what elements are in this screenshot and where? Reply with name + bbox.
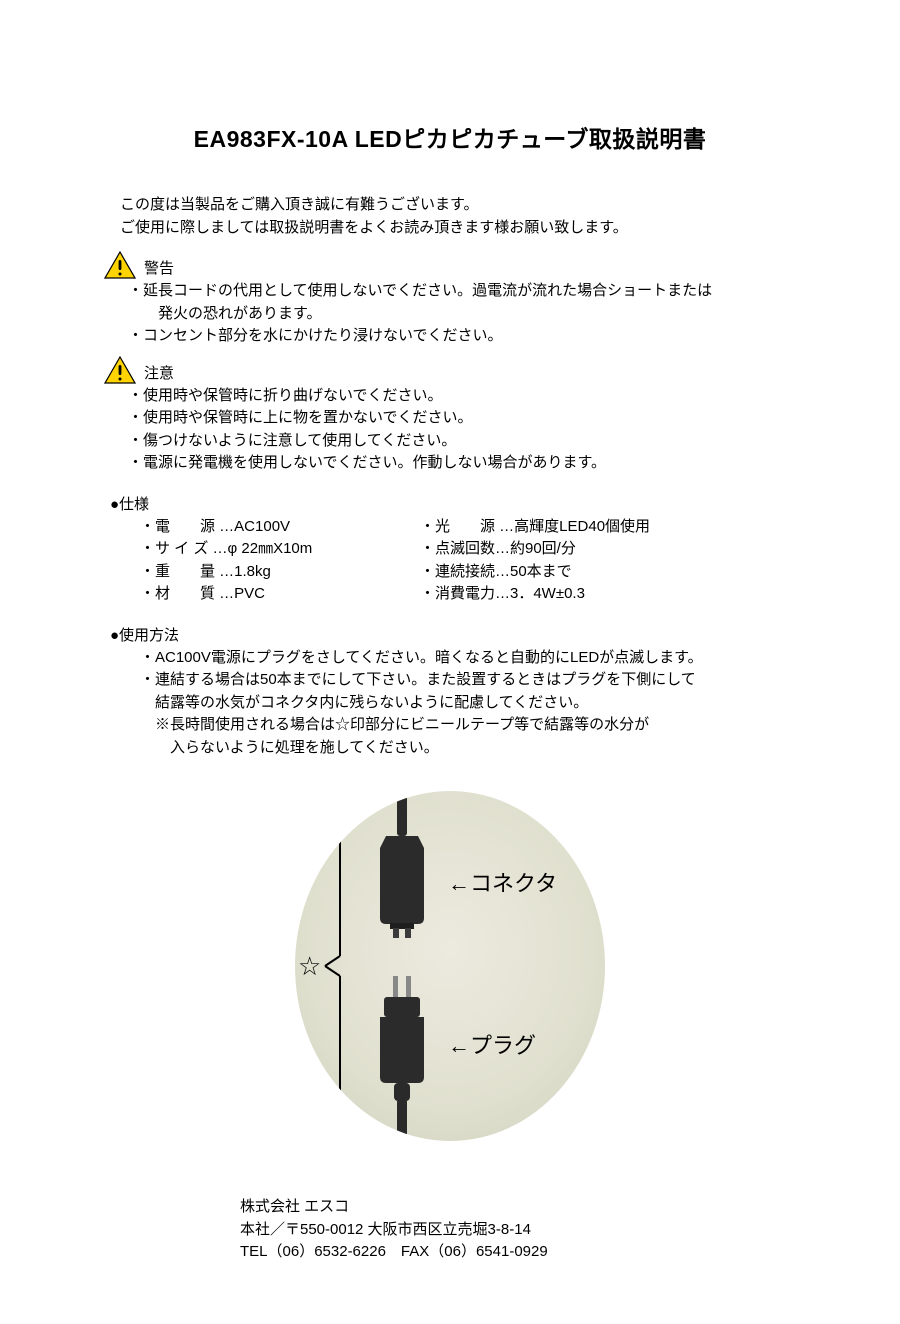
- company-name: 株式会社 エスコ: [240, 1196, 790, 1219]
- spec-row: ・サ イ ズ …φ 22㎜X10m ・点滅回数…約90回/分: [140, 538, 790, 561]
- caution-item: ・使用時や保管時に折り曲げないでください。: [128, 385, 790, 408]
- intro-line: この度は当製品をご購入頂き誠に有難うございます。: [120, 194, 790, 217]
- warning-list: ・延長コードの代用として使用しないでください。過電流が流れた場合ショートまたは …: [128, 280, 790, 348]
- company-contact: TEL（06）6532-6226 FAX（06）6541-0929: [240, 1241, 790, 1264]
- caution-item: ・使用時や保管時に上に物を置かないでください。: [128, 407, 790, 430]
- caution-list: ・使用時や保管時に折り曲げないでください。 ・使用時や保管時に上に物を置かないで…: [128, 385, 790, 475]
- warning-item: ・コンセント部分を水にかけたり浸けないでください。: [128, 325, 790, 348]
- connector-figure: ☆ ←コネクタ ←プラグ: [280, 781, 620, 1156]
- warning-block: 警告 ・延長コードの代用として使用しないでください。過電流が流れた場合ショートま…: [110, 257, 790, 348]
- warning-heading: 警告: [144, 257, 790, 278]
- spec-row: ・重 量 …1.8kg ・連続接続…50本まで: [140, 561, 790, 584]
- plug-label: ←プラグ: [448, 1033, 536, 1058]
- document-title: EA983FX-10A LEDピカピカチューブ取扱説明書: [110, 120, 790, 154]
- usage-body: ・AC100V電源にプラグをさしてください。暗くなると自動的にLEDが点滅します…: [140, 647, 790, 760]
- spec-left: ・サ イ ズ …φ 22㎜X10m: [140, 538, 420, 561]
- caution-item: ・電源に発電機を使用しないでください。作動しない場合があります。: [128, 452, 790, 475]
- spec-right: ・光 源 …高輝度LED40個使用: [420, 516, 650, 539]
- usage-line: 結露等の水気がコネクタ内に残らないように配慮してください。: [140, 692, 790, 715]
- footer: 株式会社 エスコ 本社／〒550-0012 大阪市西区立売堀3-8-14 TEL…: [240, 1196, 790, 1264]
- spec-heading: ●仕様: [110, 493, 790, 514]
- usage-line: ・AC100V電源にプラグをさしてください。暗くなると自動的にLEDが点滅します…: [140, 647, 790, 670]
- company-address: 本社／〒550-0012 大阪市西区立売堀3-8-14: [240, 1219, 790, 1242]
- usage-line: 入らないように処理を施してください。: [140, 737, 790, 760]
- star-label: ☆: [298, 951, 321, 981]
- usage-heading: ●使用方法: [110, 624, 790, 645]
- warning-item: 発火の恐れがあります。: [128, 303, 790, 326]
- intro-line: ご使用に際しましては取扱説明書をよくお読み頂きます様お願い致します。: [120, 217, 790, 240]
- intro-text: この度は当製品をご購入頂き誠に有難うございます。 ご使用に際しましては取扱説明書…: [110, 194, 790, 239]
- spec-right: ・消費電力…3．4W±0.3: [420, 583, 585, 606]
- warning-item: ・延長コードの代用として使用しないでください。過電流が流れた場合ショートまたは: [128, 280, 790, 303]
- spec-right: ・連続接続…50本まで: [420, 561, 572, 584]
- caution-heading: 注意: [144, 362, 790, 383]
- usage-line: ※長時間使用される場合は☆印部分にビニールテープ等で結露等の水分が: [140, 714, 790, 737]
- usage-line: ・連結する場合は50本までにして下さい。また設置するときはプラグを下側にして: [140, 669, 790, 692]
- page: EA983FX-10A LEDピカピカチューブ取扱説明書 この度は当製品をご購入…: [0, 0, 900, 1324]
- spec-left: ・電 源 …AC100V: [140, 516, 420, 539]
- spec-row: ・電 源 …AC100V ・光 源 …高輝度LED40個使用: [140, 516, 790, 539]
- caution-block: 注意 ・使用時や保管時に折り曲げないでください。 ・使用時や保管時に上に物を置か…: [110, 362, 790, 475]
- spec-left: ・材 質 …PVC: [140, 583, 420, 606]
- spec-left: ・重 量 …1.8kg: [140, 561, 420, 584]
- spec-row: ・材 質 …PVC ・消費電力…3．4W±0.3: [140, 583, 790, 606]
- connector-label: ←コネクタ: [448, 871, 557, 896]
- spec-right: ・点滅回数…約90回/分: [420, 538, 576, 561]
- connector-diagram-icon: ☆ ←コネクタ ←プラグ: [280, 781, 620, 1151]
- caution-item: ・傷つけないように注意して使用してください。: [128, 430, 790, 453]
